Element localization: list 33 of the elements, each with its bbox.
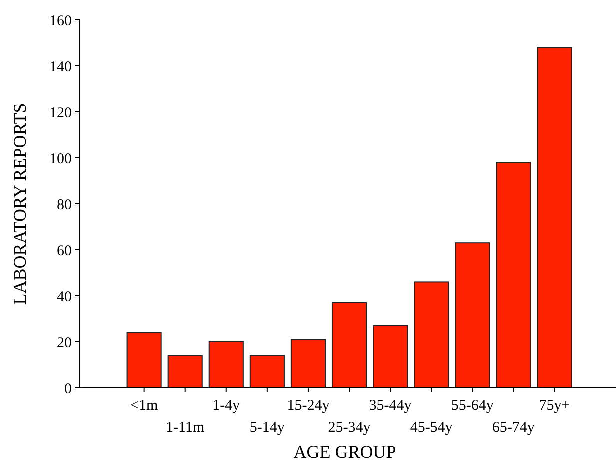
bar	[496, 162, 532, 388]
x-tick-label: 15-24y	[287, 398, 330, 414]
y-tick-label: 40	[57, 289, 72, 306]
bar	[290, 339, 326, 388]
y-tick-label: 140	[50, 59, 72, 76]
bar	[208, 342, 244, 388]
bar	[455, 242, 490, 388]
y-tick-label: 80	[57, 197, 72, 214]
x-axis-title: AGE GROUP	[294, 442, 396, 462]
y-tick-label: 160	[50, 13, 72, 30]
bar	[332, 302, 368, 388]
y-tick-label: 120	[50, 105, 72, 122]
x-tick-label: 5-14y	[250, 420, 286, 436]
y-tick-label: 100	[50, 151, 72, 168]
x-tick-label: 55-64y	[451, 398, 494, 414]
bar	[414, 282, 450, 388]
x-tick-label: 65-74y	[492, 420, 536, 436]
x-tick-label: 45-54y	[410, 420, 454, 436]
y-tick-label: 20	[57, 335, 72, 352]
y-tick-label: 0	[64, 381, 72, 398]
x-tick-label: <1m	[130, 398, 158, 414]
bar	[126, 332, 162, 388]
x-tick-label: 1-4y	[212, 398, 241, 414]
x-tick-label: 75y+	[539, 398, 570, 414]
bar	[537, 47, 572, 388]
x-tick-label: 25-34y	[328, 420, 372, 436]
bar	[250, 355, 285, 388]
bar	[168, 355, 203, 388]
y-axis-title: LABORATORY REPORTS	[10, 103, 30, 305]
x-tick-label: 1-11m	[166, 420, 205, 436]
x-tick-label: 35-44y	[369, 398, 412, 414]
bar	[373, 325, 408, 388]
y-tick-label: 60	[57, 243, 72, 260]
